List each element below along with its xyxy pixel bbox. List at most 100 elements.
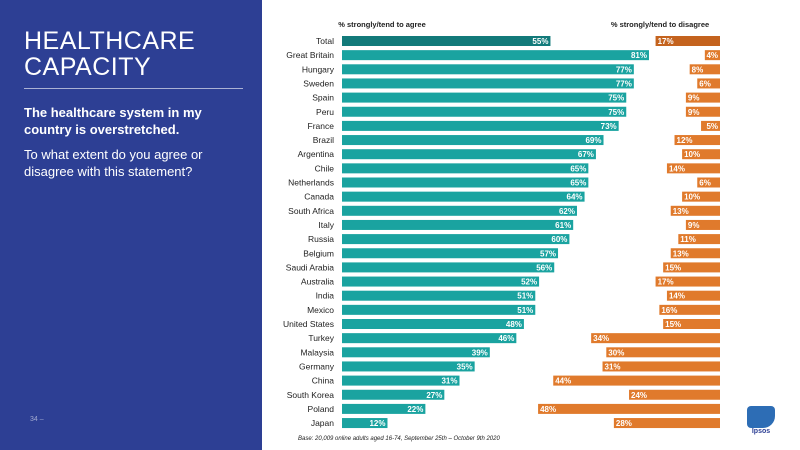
agree-value-netherlands: 65% bbox=[570, 179, 586, 188]
agree-value-argentina: 67% bbox=[578, 150, 594, 159]
category-label-germany: Germany bbox=[299, 361, 335, 371]
disagree-bar-italy bbox=[685, 219, 720, 230]
category-label-italy: Italy bbox=[318, 220, 334, 230]
agree-bar-south-africa bbox=[342, 205, 577, 216]
disagree-value-malaysia: 30% bbox=[608, 348, 624, 357]
agree-value-france: 73% bbox=[601, 122, 617, 131]
agree-value-turkey: 46% bbox=[498, 334, 514, 343]
category-label-spain: Spain bbox=[312, 93, 334, 103]
logo-text: Ipsos bbox=[751, 428, 771, 435]
agree-bar-great-britain bbox=[342, 50, 649, 61]
disagree-value-belgium: 13% bbox=[673, 249, 689, 258]
slide-title: HEALTHCARE CAPACITY bbox=[24, 27, 196, 81]
agree-bar-australia bbox=[342, 276, 540, 287]
agree-bar-belgium bbox=[342, 248, 559, 259]
disagree-bar-sweden bbox=[697, 78, 720, 89]
disagree-bar-peru bbox=[685, 106, 720, 117]
disagree-value-mexico: 16% bbox=[661, 306, 677, 315]
disagree-value-australia: 17% bbox=[658, 278, 674, 287]
disagree-bar-great-britain bbox=[704, 50, 720, 61]
disagree-bar-netherlands bbox=[697, 177, 720, 188]
disagree-bar-belgium bbox=[670, 248, 720, 259]
disagree-value-russia: 11% bbox=[680, 235, 696, 244]
agree-bar-france bbox=[342, 120, 619, 131]
agree-value-italy: 61% bbox=[555, 221, 571, 230]
disagree-value-turkey: 34% bbox=[593, 334, 609, 343]
agree-bar-canada bbox=[342, 191, 585, 202]
disagree-bar-france bbox=[701, 120, 720, 131]
title-divider bbox=[24, 88, 243, 89]
agree-bar-brazil bbox=[342, 135, 604, 146]
category-label-brazil: Brazil bbox=[313, 135, 334, 145]
agree-value-mexico: 51% bbox=[517, 306, 533, 315]
category-label-peru: Peru bbox=[316, 107, 334, 117]
agree-value-australia: 52% bbox=[521, 278, 537, 287]
agree-bar-hungary bbox=[342, 64, 634, 75]
category-label-france: France bbox=[308, 121, 335, 131]
agree-value-brazil: 69% bbox=[585, 136, 601, 145]
agree-bar-germany bbox=[342, 361, 475, 372]
agree-value-total: 55% bbox=[532, 37, 548, 46]
disagree-bar-spain bbox=[685, 92, 720, 103]
disagree-bar-hungary bbox=[689, 64, 720, 75]
disagree-value-total: 17% bbox=[658, 37, 674, 46]
category-label-argentina: Argentina bbox=[298, 149, 335, 159]
agree-bar-south-korea bbox=[342, 389, 445, 400]
disagree-value-poland: 48% bbox=[540, 405, 556, 414]
disagree-value-hungary: 8% bbox=[692, 65, 704, 74]
disagree-value-spain: 9% bbox=[688, 94, 700, 103]
category-label-china: China bbox=[312, 376, 334, 386]
agree-bar-peru bbox=[342, 106, 627, 117]
category-label-turkey: Turkey bbox=[308, 333, 334, 343]
disagree-value-india: 14% bbox=[669, 292, 685, 301]
agree-bar-malaysia bbox=[342, 347, 490, 358]
agree-bar-turkey bbox=[342, 333, 517, 344]
disagree-bar-saudi-arabia bbox=[663, 262, 720, 273]
agree-value-south-africa: 62% bbox=[559, 207, 575, 216]
disagree-bar-japan bbox=[613, 418, 720, 429]
category-label-sweden: Sweden bbox=[303, 78, 334, 88]
category-label-canada: Canada bbox=[304, 192, 334, 202]
category-label-malaysia: Malaysia bbox=[300, 347, 334, 357]
disagree-bar-south-korea bbox=[629, 389, 720, 400]
disagree-bar-united-states bbox=[663, 319, 720, 329]
agree-value-great-britain: 81% bbox=[631, 51, 647, 60]
disagree-value-china: 44% bbox=[555, 377, 571, 386]
category-label-mexico: Mexico bbox=[307, 305, 334, 315]
agree-value-chile: 65% bbox=[570, 164, 586, 173]
agree-bar-poland bbox=[342, 403, 426, 414]
disagree-bar-poland bbox=[538, 403, 720, 414]
category-label-australia: Australia bbox=[301, 277, 334, 287]
disagree-value-saudi-arabia: 15% bbox=[665, 263, 681, 272]
agree-bar-russia bbox=[342, 234, 570, 245]
agree-value-peru: 75% bbox=[608, 108, 624, 117]
agree-value-poland: 22% bbox=[407, 405, 423, 414]
base-note: Base: 20,009 online adults aged 16-74, S… bbox=[298, 436, 500, 442]
disagree-bar-china bbox=[553, 375, 720, 386]
disagree-value-south-korea: 24% bbox=[631, 391, 647, 400]
category-label-russia: Russia bbox=[308, 234, 334, 244]
agree-bar-japan bbox=[342, 418, 388, 429]
agree-bar-saudi-arabia bbox=[342, 262, 555, 273]
disagree-value-south-africa: 13% bbox=[673, 207, 689, 216]
disagree-bar-germany bbox=[602, 361, 720, 372]
disagree-value-peru: 9% bbox=[688, 108, 700, 117]
agree-value-canada: 64% bbox=[567, 193, 583, 202]
left-panel: HEALTHCARE CAPACITY The healthcare syste… bbox=[0, 0, 262, 450]
agree-header: % strongly/tend to agree bbox=[338, 20, 426, 29]
page-number: 34 ‒ bbox=[30, 416, 44, 423]
agree-value-russia: 60% bbox=[551, 235, 567, 244]
disagree-bar-total bbox=[655, 36, 720, 46]
disagree-bar-malaysia bbox=[606, 347, 720, 358]
statement-text: The healthcare system in my country is o… bbox=[24, 105, 202, 137]
disagree-value-germany: 31% bbox=[605, 362, 621, 371]
chart-rows: Total 55% 17% Great Britain 81% 4% Hungary 77% 8… bbox=[283, 36, 720, 429]
disagree-bar-south-africa bbox=[670, 205, 720, 216]
agree-value-spain: 75% bbox=[608, 94, 624, 103]
category-label-saudi-arabia: Saudi Arabia bbox=[286, 262, 334, 272]
disagree-bar-brazil bbox=[674, 135, 720, 146]
agree-value-china: 31% bbox=[441, 377, 457, 386]
disagree-value-italy: 9% bbox=[688, 221, 700, 230]
agree-bar-sweden bbox=[342, 78, 634, 89]
